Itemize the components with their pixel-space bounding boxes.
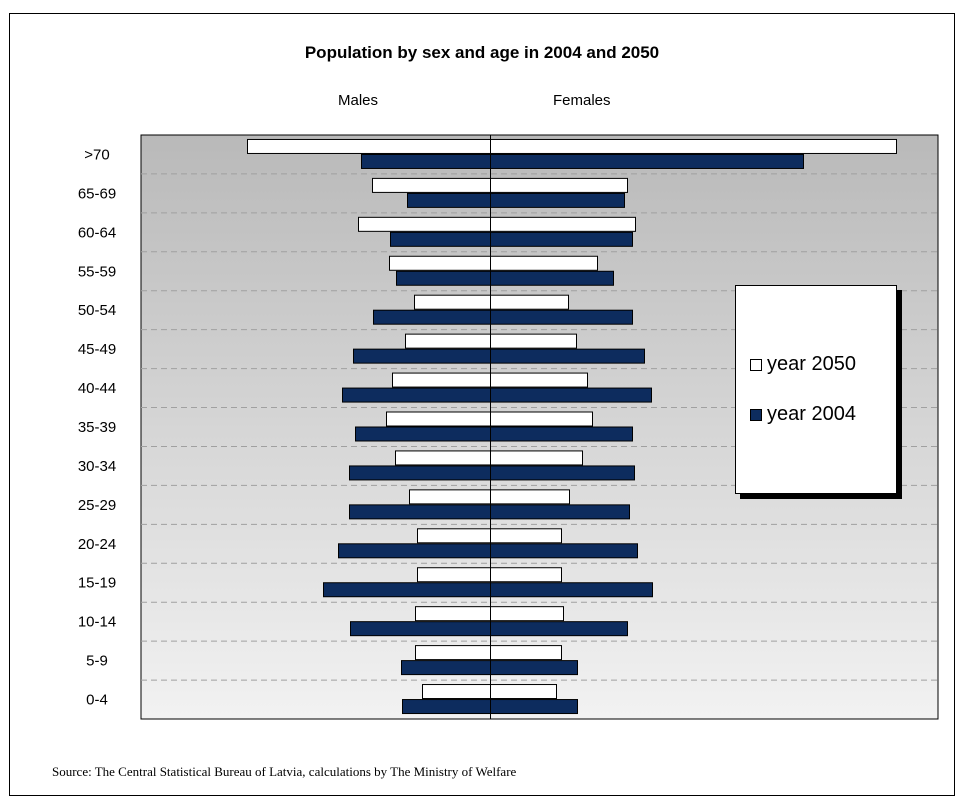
bar-year-2004-females: [490, 699, 578, 715]
category-tick-label: 60-64: [78, 224, 116, 241]
bar-year-2050-females: [490, 216, 636, 232]
bar-year-2050-males: [417, 567, 491, 583]
bar-year-2004-females: [490, 231, 633, 247]
bar-year-2050-males: [386, 411, 491, 427]
males-label: Males: [338, 92, 379, 109]
bar-year-2050-males: [409, 489, 491, 505]
legend-label-year-2050: year 2050: [767, 353, 856, 375]
bar-year-2004-males: [373, 309, 491, 325]
bar-year-2004-females: [490, 543, 638, 559]
bar-year-2004-females: [490, 504, 630, 520]
bar-year-2050-males: [395, 450, 491, 466]
bar-year-2004-males: [396, 270, 491, 286]
bar-year-2050-males: [405, 333, 491, 349]
bar-year-2004-females: [490, 348, 645, 364]
bar-year-2050-females: [490, 645, 562, 661]
category-tick-label: >70: [84, 146, 109, 163]
bar-year-2050-males: [358, 216, 491, 232]
category-tick-label: 5-9: [86, 653, 108, 670]
legend: year 2050 year 2004: [735, 285, 897, 494]
category-tick-label: 40-44: [78, 380, 116, 397]
bar-year-2004-males: [338, 543, 491, 559]
bar-year-2050-females: [490, 489, 570, 505]
bar-year-2004-females: [490, 387, 652, 403]
bar-year-2050-females: [490, 450, 583, 466]
bar-year-2050-females: [490, 372, 588, 388]
bar-year-2050-males: [415, 606, 491, 622]
legend-label-year-2004: year 2004: [767, 403, 856, 425]
bar-year-2004-females: [490, 270, 614, 286]
bar-year-2004-males: [342, 387, 491, 403]
bar-year-2050-females: [490, 684, 557, 700]
bar-year-2050-females: [490, 606, 564, 622]
category-tick-label: 45-49: [78, 341, 116, 358]
bar-year-2004-males: [350, 621, 491, 637]
bar-year-2050-females: [490, 177, 628, 193]
category-tick-label: 15-19: [78, 575, 116, 592]
category-tick-label: 0-4: [86, 692, 108, 709]
bar-year-2050-males: [247, 138, 491, 154]
bar-year-2050-females: [490, 528, 562, 544]
bar-year-2004-males: [349, 504, 491, 520]
bar-year-2004-males: [355, 426, 491, 442]
bar-year-2004-males: [402, 699, 491, 715]
category-tick-label: 20-24: [78, 536, 116, 553]
females-label: Females: [553, 92, 611, 109]
bar-year-2050-males: [389, 255, 491, 271]
category-tick-label: 35-39: [78, 419, 116, 436]
legend-item-year-2004: year 2004: [750, 403, 856, 426]
bar-year-2004-females: [490, 660, 578, 676]
bar-year-2050-males: [392, 372, 491, 388]
bar-year-2004-males: [390, 231, 491, 247]
category-tick-label: 25-29: [78, 497, 116, 514]
bar-year-2050-females: [490, 567, 562, 583]
category-tick-label: 30-34: [78, 458, 116, 475]
bar-year-2004-females: [490, 621, 628, 637]
bar-year-2050-females: [490, 333, 577, 349]
bar-year-2050-males: [422, 684, 491, 700]
bar-year-2050-males: [417, 528, 491, 544]
bar-year-2004-females: [490, 582, 653, 598]
bar-year-2004-females: [490, 153, 804, 169]
category-tick-label: 55-59: [78, 263, 116, 280]
bar-year-2050-males: [372, 177, 491, 193]
bar-year-2050-females: [490, 411, 593, 427]
bar-year-2050-females: [490, 255, 598, 271]
bar-year-2004-females: [490, 465, 635, 481]
category-tick-labels: >70 65-69 60-64 55-59 50-54 45-49 40-44 35-39 30…: [78, 146, 116, 708]
bar-year-2004-males: [349, 465, 491, 481]
bar-year-2004-males: [353, 348, 491, 364]
bar-year-2004-males: [323, 582, 491, 598]
bar-year-2050-males: [415, 645, 491, 661]
legend-swatch-year-2004: [750, 408, 762, 421]
source-note: Source: The Central Statistical Bureau o…: [52, 764, 517, 779]
category-tick-label: 65-69: [78, 185, 116, 202]
bar-year-2050-females: [490, 294, 569, 310]
legend-item-year-2050: year 2050: [750, 353, 856, 376]
bar-year-2004-females: [490, 192, 625, 208]
chart-title: Population by sex and age in 2004 and 20…: [304, 43, 660, 62]
bar-year-2004-males: [407, 192, 491, 208]
bar-year-2004-females: [490, 309, 633, 325]
category-tick-label: 50-54: [78, 302, 116, 319]
category-tick-label: 10-14: [78, 614, 116, 631]
bar-year-2050-males: [414, 294, 491, 310]
bar-year-2004-males: [361, 153, 491, 169]
bar-year-2004-females: [490, 426, 633, 442]
bar-year-2004-males: [401, 660, 491, 676]
legend-swatch-year-2050: [750, 358, 762, 371]
bar-year-2050-females: [490, 138, 897, 154]
